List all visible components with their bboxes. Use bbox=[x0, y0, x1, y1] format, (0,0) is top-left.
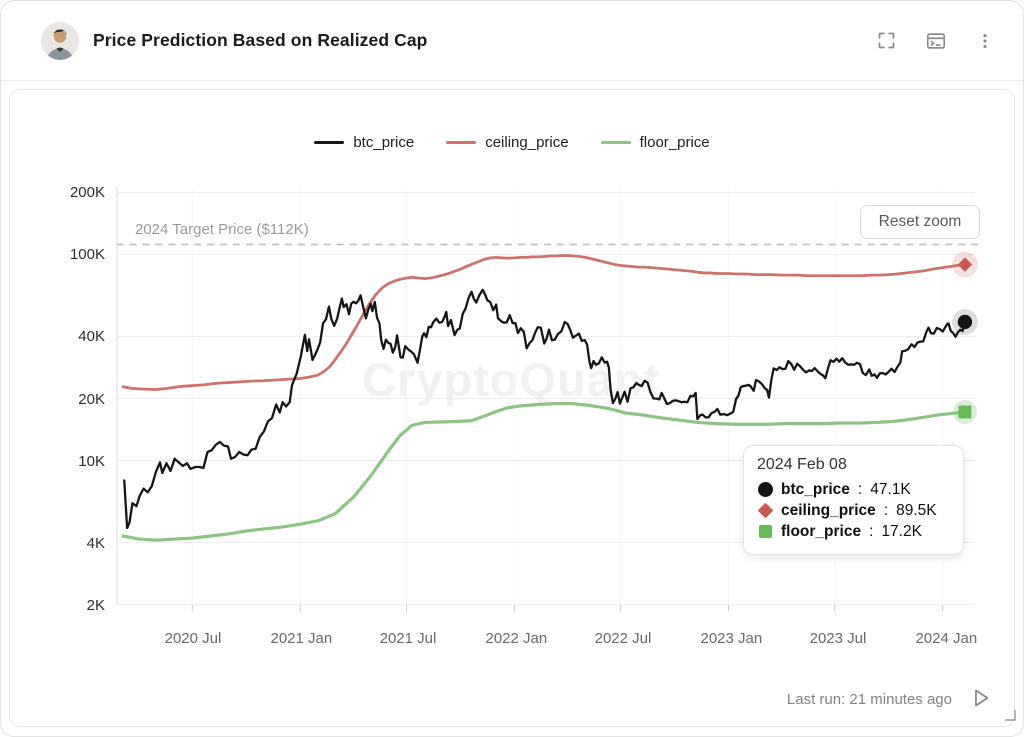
y-tick-label: 10K bbox=[78, 452, 105, 470]
floor-price-line bbox=[121, 402, 967, 542]
tooltip-series-value: 17.2K bbox=[881, 523, 922, 540]
tooltip-row-btc_price: btc_price: 47.1K bbox=[757, 479, 951, 500]
legend-item-ceiling_price[interactable]: ceiling_price bbox=[446, 134, 569, 151]
chart-canvas[interactable] bbox=[10, 90, 1014, 726]
y-tick-label: 20K bbox=[78, 390, 105, 408]
btc-price-line bbox=[123, 288, 967, 530]
reset-zoom-button[interactable]: Reset zoom bbox=[860, 205, 980, 239]
tooltip-separator: : bbox=[883, 502, 889, 519]
legend-label: btc_price bbox=[353, 134, 415, 151]
tooltip-date: 2024 Feb 08 bbox=[757, 456, 847, 473]
target-price-label: 2024 Target Price ($112K) bbox=[135, 221, 309, 238]
console-button[interactable] bbox=[923, 28, 949, 54]
legend-label: floor_price bbox=[639, 134, 710, 151]
y-tick-label: 100K bbox=[69, 246, 105, 264]
tooltip-series-name: ceiling_price bbox=[781, 502, 876, 519]
page-title: Price Prediction Based on Realized Cap bbox=[93, 30, 428, 50]
avatar[interactable] bbox=[41, 21, 79, 60]
resize-handle[interactable] bbox=[1004, 709, 1016, 721]
legend-item-floor_price[interactable]: floor_price bbox=[600, 134, 710, 151]
tooltip-row-ceiling_price: ceiling_price: 89.5K bbox=[757, 500, 951, 521]
square-marker-icon bbox=[757, 524, 773, 540]
x-tick-label: 2022 Jan bbox=[485, 630, 548, 647]
floor-price-last-point bbox=[958, 405, 972, 419]
fullscreen-icon bbox=[878, 32, 895, 49]
chart-tooltip: 2024 Feb 08 btc_price: 47.1K ceiling_pric… bbox=[743, 445, 964, 555]
menu-button[interactable] bbox=[973, 29, 997, 53]
tooltip-series-name: btc_price bbox=[781, 481, 850, 498]
x-tick-label: 2021 Jul bbox=[379, 630, 437, 647]
y-tick-label: 200K bbox=[69, 184, 105, 201]
run-button[interactable] bbox=[968, 685, 994, 711]
circle-marker-icon bbox=[757, 482, 773, 498]
x-tick-label: 2024 Jan bbox=[915, 630, 978, 647]
tooltip-series-name: floor_price bbox=[781, 523, 862, 540]
x-tick-label: 2021 Jan bbox=[270, 630, 333, 647]
legend-label: ceiling_price bbox=[485, 134, 569, 151]
ceiling-price-line bbox=[121, 254, 967, 391]
avatar-photo bbox=[41, 21, 79, 60]
last-run-status: Last run: 21 minutes ago bbox=[786, 691, 952, 708]
tooltip-row-floor_price: floor_price: 17.2K bbox=[757, 521, 951, 542]
legend-swatch bbox=[446, 140, 477, 145]
y-tick-label: 2K bbox=[86, 597, 105, 614]
x-tick-label: 2020 Jul bbox=[164, 630, 222, 647]
legend-swatch bbox=[600, 140, 631, 145]
kebab-menu-icon bbox=[983, 33, 987, 48]
tooltip-separator: : bbox=[869, 523, 874, 540]
header: Price Prediction Based on Realized Cap bbox=[1, 1, 1023, 81]
ceiling-price-last-point bbox=[957, 257, 973, 272]
chart-legend: btc_price ceiling_price floor_price bbox=[10, 134, 1014, 151]
btc-price-last-point bbox=[957, 314, 973, 330]
x-tick-label: 2023 Jan bbox=[700, 630, 763, 647]
header-actions bbox=[874, 28, 997, 54]
chart-panel: CryptoQuant 200K 100K 40K 20K 10K 4K 2K 2020 J… bbox=[9, 89, 1016, 727]
y-tick-label: 40K bbox=[78, 328, 105, 346]
console-window-icon bbox=[926, 32, 946, 49]
y-tick-label: 4K bbox=[86, 534, 105, 552]
resize-corner-icon bbox=[1005, 710, 1016, 721]
x-tick-label: 2023 Jul bbox=[809, 630, 867, 647]
tooltip-separator: : bbox=[857, 481, 863, 498]
tooltip-series-value: 89.5K bbox=[896, 502, 937, 519]
legend-item-btc_price[interactable]: btc_price bbox=[314, 134, 414, 151]
diamond-marker-icon bbox=[757, 502, 773, 519]
x-tick-label: 2022 Jul bbox=[594, 630, 652, 647]
legend-swatch bbox=[314, 140, 345, 145]
tooltip-rows: btc_price: 47.1K ceiling_price: 89.5K floo… bbox=[757, 479, 951, 542]
fullscreen-button[interactable] bbox=[874, 28, 899, 53]
play-icon bbox=[975, 689, 989, 707]
tooltip-series-value: 47.1K bbox=[870, 481, 911, 498]
